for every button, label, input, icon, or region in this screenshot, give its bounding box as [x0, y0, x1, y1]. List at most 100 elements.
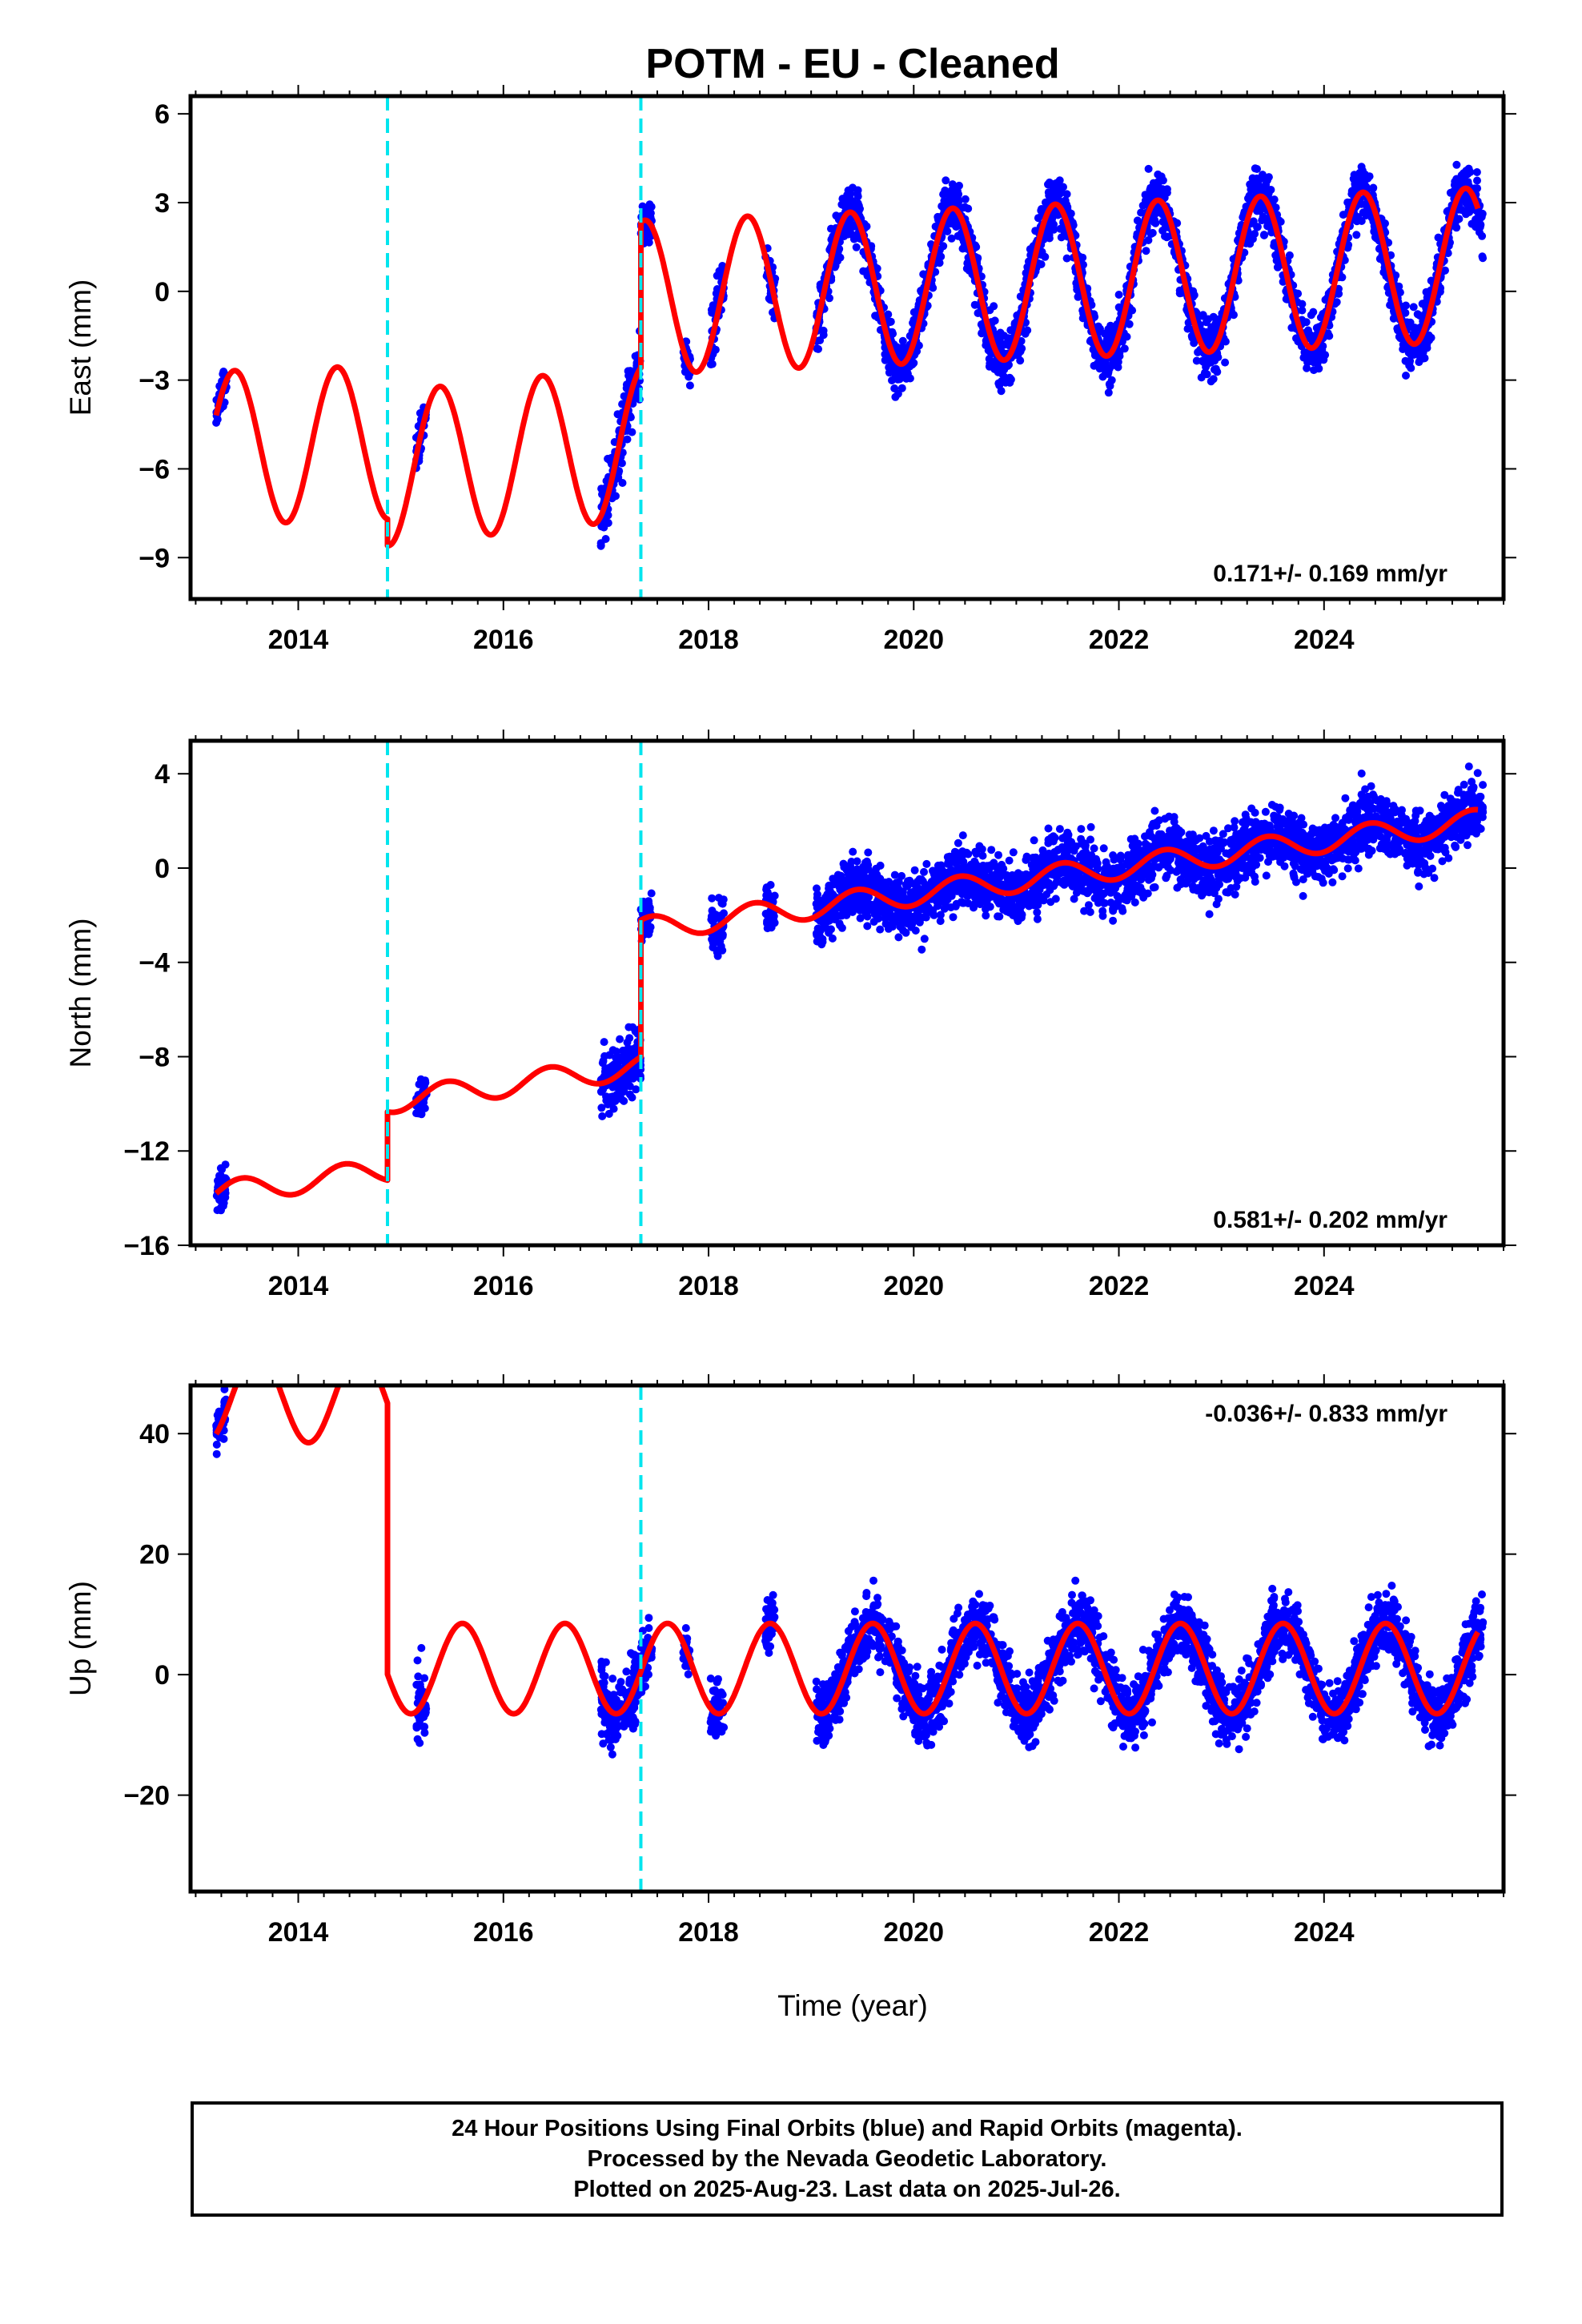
data-point [628, 1023, 637, 1031]
data-point [1249, 217, 1258, 226]
data-point [1086, 337, 1094, 346]
data-point [219, 1201, 227, 1210]
data-point [1267, 228, 1276, 237]
data-point [596, 541, 605, 550]
data-point [920, 867, 928, 876]
data-point [1202, 356, 1211, 365]
data-point [644, 898, 652, 907]
data-point [1466, 167, 1475, 176]
data-points [212, 160, 1488, 550]
data-point [947, 234, 956, 243]
data-point [919, 270, 928, 279]
data-point [852, 243, 861, 251]
data-point [1158, 217, 1167, 226]
data-point [1150, 215, 1159, 224]
data-point [1267, 801, 1276, 809]
data-point [997, 377, 1006, 386]
data-point [216, 1172, 225, 1180]
data-point [600, 1038, 608, 1047]
data-point [1369, 183, 1378, 192]
data-point [1114, 291, 1123, 299]
data-point [607, 1100, 616, 1108]
data-point [1419, 348, 1427, 356]
data-point [600, 1068, 609, 1076]
data-point [1452, 160, 1461, 169]
data-point [215, 1179, 223, 1188]
y-tick-label: −3 [139, 366, 170, 396]
data-point [863, 922, 872, 931]
data-point [1202, 318, 1211, 327]
data-point [1154, 170, 1162, 179]
data-point [902, 374, 911, 383]
data-point [647, 889, 656, 898]
data-point [954, 192, 962, 201]
data-point [1409, 303, 1418, 312]
data-point [986, 306, 994, 315]
data-point [909, 308, 918, 316]
data-point [624, 367, 632, 376]
data-point [1355, 168, 1364, 177]
data-point [1154, 190, 1163, 199]
data-point [881, 350, 889, 359]
data-point [1009, 848, 1018, 857]
data-point [1146, 193, 1154, 202]
data-point [709, 931, 717, 940]
data-point [955, 181, 963, 190]
data-point [1261, 807, 1270, 816]
data-point [1030, 836, 1038, 845]
plot-area [212, 96, 1488, 599]
data-point [1473, 769, 1482, 778]
data-point [898, 336, 907, 345]
data-point [604, 1109, 613, 1118]
data-point [863, 271, 872, 280]
data-point [1415, 358, 1423, 367]
data-point [1120, 344, 1129, 353]
data-point [641, 924, 650, 933]
data-point [716, 944, 725, 952]
data-point [1050, 187, 1058, 195]
data-point [1302, 318, 1311, 327]
data-point [1183, 324, 1192, 333]
data-point [597, 1104, 606, 1112]
data-point [625, 1082, 634, 1091]
y-tick-label: −6 [139, 454, 170, 485]
north-panel: 2014 2016 2018 2020 2022 2024−16−12−8−404Nort… [64, 730, 1516, 1301]
data-points [212, 762, 1488, 1215]
data-point [889, 329, 897, 338]
data-point [708, 360, 717, 368]
data-point [1231, 817, 1239, 826]
data-point [894, 933, 903, 942]
x-tick-label: 2018 [678, 625, 739, 655]
data-point [1048, 225, 1057, 234]
x-tick-label: 2022 [1089, 625, 1150, 655]
data-point [623, 435, 632, 444]
data-point [1402, 301, 1410, 310]
data-point [1146, 183, 1155, 192]
model-fit-line [213, 185, 1481, 549]
data-point [1209, 375, 1218, 384]
data-point [853, 199, 862, 207]
data-point [763, 917, 772, 926]
y-tick-label: −9 [139, 543, 170, 573]
data-point [844, 186, 853, 195]
data-point [813, 344, 821, 353]
data-point [1104, 325, 1113, 334]
data-point [845, 225, 854, 234]
data-point [1184, 318, 1193, 327]
y-axis-label: East (mm) [64, 279, 97, 416]
data-point [917, 287, 926, 295]
data-point [1251, 230, 1259, 238]
data-point [1104, 388, 1113, 397]
data-point [604, 519, 612, 527]
data-point [1090, 844, 1098, 853]
data-point [717, 912, 725, 921]
data-point [938, 202, 946, 211]
y-tick-label: 3 [155, 188, 170, 219]
data-point [1098, 372, 1107, 381]
data-point [1057, 187, 1066, 196]
data-point [1253, 223, 1262, 231]
data-point [1428, 864, 1437, 873]
data-point [1251, 184, 1259, 193]
data-point [1153, 183, 1162, 191]
data-point [1455, 215, 1464, 223]
